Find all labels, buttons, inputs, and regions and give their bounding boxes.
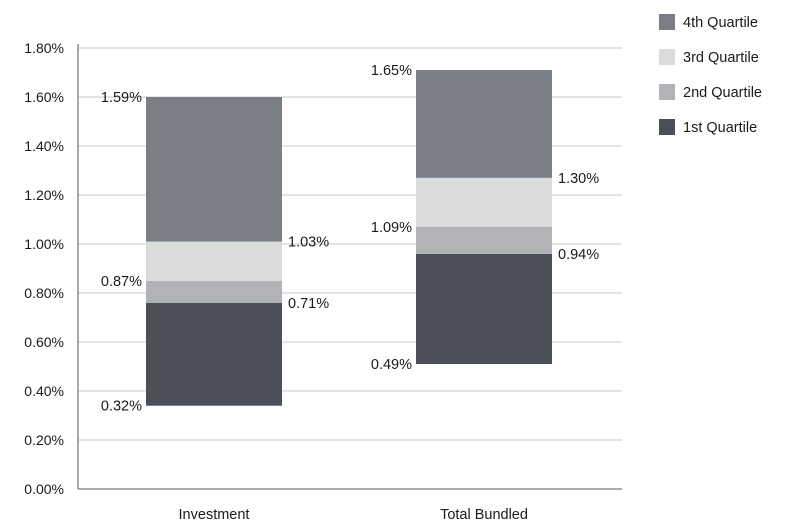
bar-segment-4th-quartile xyxy=(146,97,282,242)
bar-segment-4th-quartile xyxy=(416,70,552,178)
data-labels: 1.59% 1.03% 0.87% 0.71% 0.32% 1.65% 1.30% 1.09%… xyxy=(101,63,599,415)
y-tick-label: 0.80% xyxy=(24,285,64,301)
legend-swatch[interactable] xyxy=(659,49,675,65)
data-label: 0.49% xyxy=(371,357,412,373)
y-tick-label: 0.20% xyxy=(24,432,64,448)
data-label: 1.65% xyxy=(371,63,412,79)
y-tick-label: 0.40% xyxy=(24,383,64,399)
data-label: 0.32% xyxy=(101,399,142,415)
data-label: 0.94% xyxy=(558,247,599,263)
data-label: 1.59% xyxy=(101,90,142,106)
bar-segment-3rd-quartile xyxy=(146,241,282,281)
x-axis-categories: Investment Total Bundled xyxy=(179,507,528,523)
bar-segment-1st-quartile xyxy=(416,253,552,365)
data-label: 0.87% xyxy=(101,274,142,290)
data-label: 0.71% xyxy=(288,296,329,312)
y-tick-label: 1.80% xyxy=(24,40,64,56)
x-category-label: Investment xyxy=(179,507,250,523)
y-tick-label: 1.40% xyxy=(24,138,64,154)
data-label: 1.03% xyxy=(288,235,329,251)
bars xyxy=(146,70,552,406)
y-axis-ticks: 0.00% 0.20% 0.40% 0.60% 0.80% 1.00% 1.20% 1.40%… xyxy=(24,40,64,497)
bar-segment-2nd-quartile xyxy=(416,226,552,254)
legend-label[interactable]: 1st Quartile xyxy=(683,120,757,136)
bar-segment-3rd-quartile xyxy=(416,177,552,227)
y-tick-label: 0.00% xyxy=(24,481,64,497)
bar-segment-2nd-quartile xyxy=(146,280,282,303)
legend[interactable]: 4th Quartile 3rd Quartile 2nd Quartile 1st … xyxy=(659,14,762,136)
y-tick-label: 1.20% xyxy=(24,187,64,203)
legend-label[interactable]: 4th Quartile xyxy=(683,15,758,31)
data-label: 1.30% xyxy=(558,171,599,187)
legend-label[interactable]: 2nd Quartile xyxy=(683,85,762,101)
legend-swatch[interactable] xyxy=(659,84,675,100)
data-label: 1.09% xyxy=(371,220,412,236)
y-tick-label: 1.00% xyxy=(24,236,64,252)
legend-swatch[interactable] xyxy=(659,119,675,135)
y-tick-label: 0.60% xyxy=(24,334,64,350)
legend-swatch[interactable] xyxy=(659,14,675,30)
bar-segment-1st-quartile xyxy=(146,302,282,406)
y-tick-label: 1.60% xyxy=(24,89,64,105)
legend-label[interactable]: 3rd Quartile xyxy=(683,50,759,66)
x-category-label: Total Bundled xyxy=(440,507,528,523)
